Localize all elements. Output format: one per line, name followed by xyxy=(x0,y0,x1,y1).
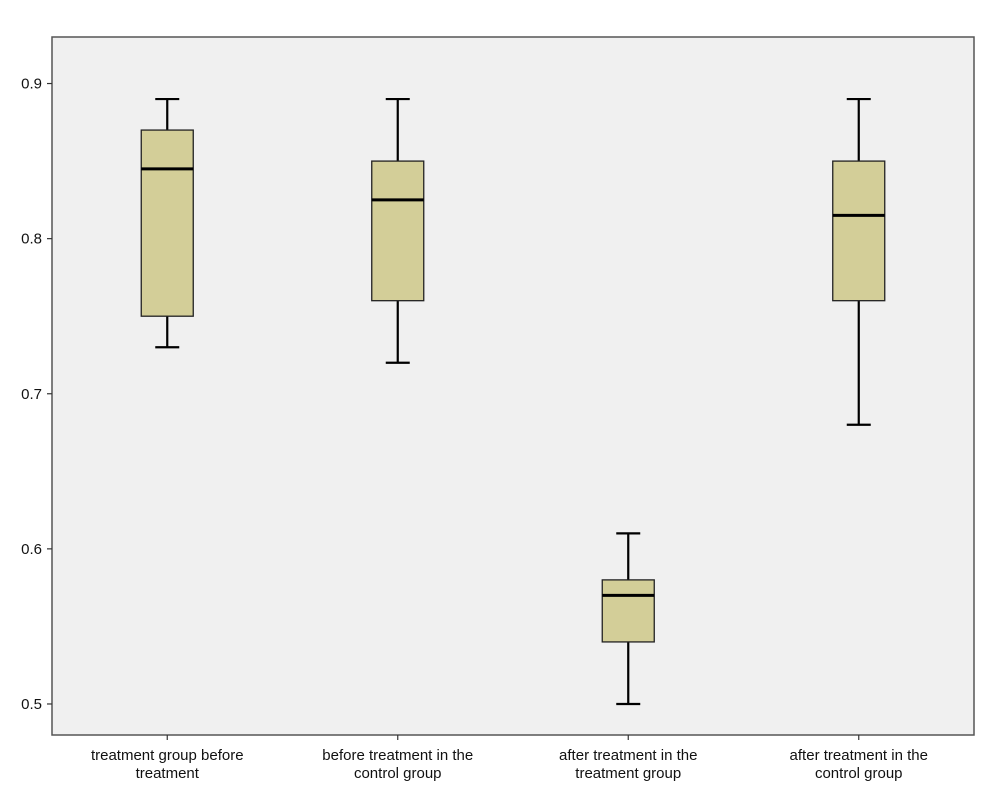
box-group xyxy=(601,532,655,706)
x-category-label: control group xyxy=(815,765,903,782)
y-tick-label: 0.6 xyxy=(21,541,42,558)
x-category-label: before treatment in the xyxy=(322,747,473,764)
box-group xyxy=(140,97,194,349)
boxes xyxy=(140,97,886,706)
iqr-box xyxy=(832,160,886,302)
box-group xyxy=(371,97,425,364)
y-tick-label: 0.7 xyxy=(21,386,42,403)
x-category-label: treatment group before xyxy=(91,747,244,764)
plot-area xyxy=(51,36,975,736)
y-tick-label: 0.5 xyxy=(21,696,42,713)
y-axis: 0.5 0.6 0.7 0.8 0.9 xyxy=(21,76,52,713)
iqr-box xyxy=(140,129,194,317)
x-category-label: after treatment in the xyxy=(790,747,928,764)
box-group xyxy=(832,97,886,426)
x-category-label: treatment xyxy=(136,765,200,782)
y-tick-label: 0.8 xyxy=(21,231,42,248)
x-category-label: control group xyxy=(354,765,442,782)
iqr-box xyxy=(371,160,425,302)
x-category-label: after treatment in the xyxy=(559,747,697,764)
x-category-label: treatment group xyxy=(575,765,681,782)
y-tick-label: 0.9 xyxy=(21,76,42,93)
iqr-box xyxy=(601,579,655,643)
